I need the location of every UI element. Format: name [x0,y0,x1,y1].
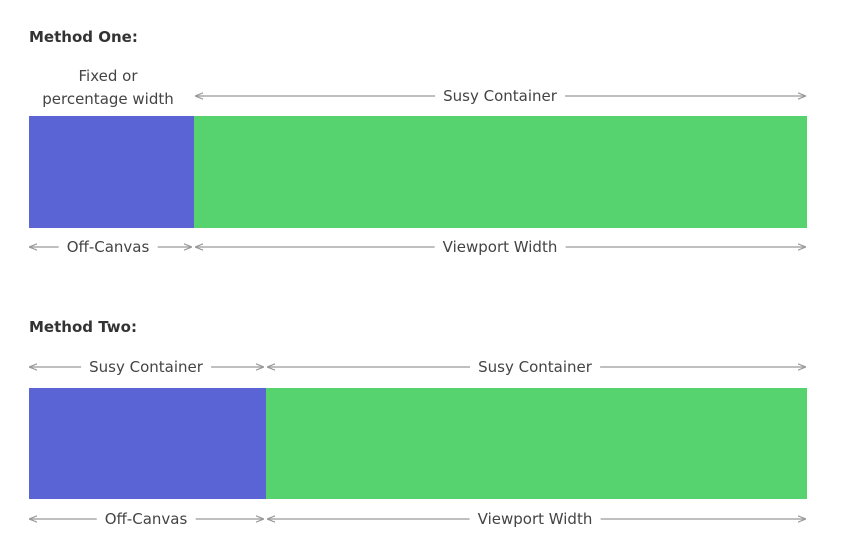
m1-container-region [194,116,807,228]
m1-fixed-width-label-line1: Fixed or [78,67,138,85]
method-two-heading: Method Two: [29,318,137,336]
m1-viewport-width-label: Viewport Width [434,238,566,256]
m2-right-container-label: Susy Container [470,358,600,376]
m2-off-canvas-region [29,388,266,499]
m2-container-region [266,388,807,499]
m1-container-label: Susy Container [435,87,565,105]
m1-off-canvas-region [29,116,194,228]
m1-fixed-width-label-line2: percentage width [42,90,174,108]
m1-fixed-width-label: Fixed or percentage width [42,65,174,111]
m1-off-canvas-label: Off-Canvas [58,238,158,256]
m2-off-canvas-label: Off-Canvas [96,510,196,528]
m2-left-container-label: Susy Container [81,358,211,376]
m2-viewport-width-label: Viewport Width [469,510,601,528]
method-one-heading: Method One: [29,28,138,46]
